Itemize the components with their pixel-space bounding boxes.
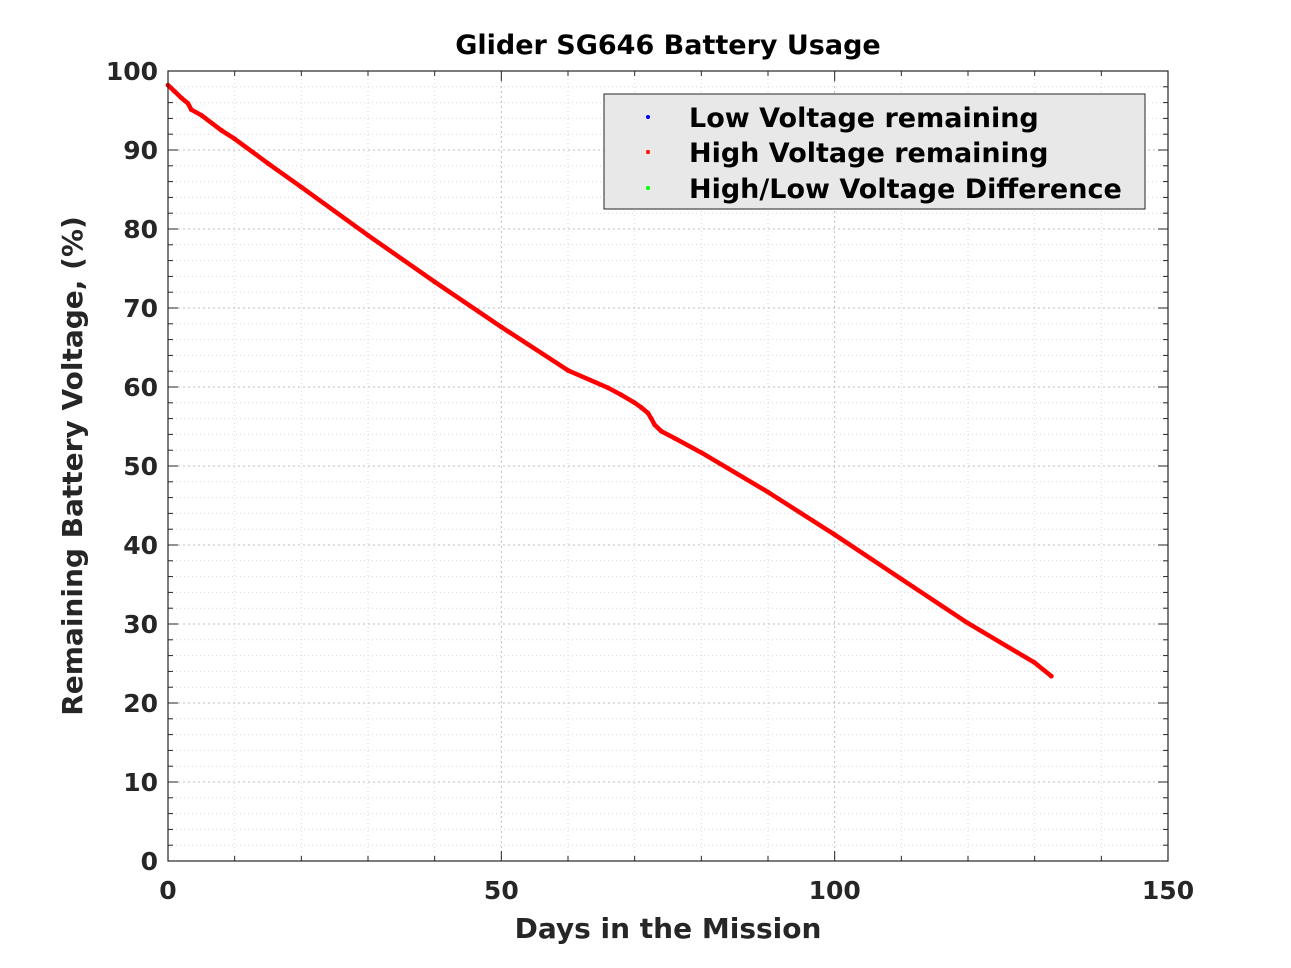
y-tick-label: 30 bbox=[123, 610, 158, 639]
legend-item-high-voltage: High Voltage remaining bbox=[646, 138, 1048, 169]
data-point bbox=[432, 279, 438, 285]
data-point bbox=[178, 95, 184, 101]
data-point bbox=[1032, 660, 1038, 666]
data-point bbox=[658, 428, 664, 434]
data-point bbox=[652, 422, 658, 428]
data-point bbox=[965, 620, 971, 626]
data-point bbox=[632, 400, 638, 406]
legend-box bbox=[603, 93, 1146, 210]
plot-frame bbox=[167, 70, 1169, 862]
x-tick-label: 0 bbox=[159, 876, 176, 905]
data-point bbox=[298, 184, 304, 190]
y-tick-label: 0 bbox=[141, 847, 158, 876]
data-point bbox=[672, 435, 678, 441]
data-point bbox=[1048, 673, 1054, 679]
data-point bbox=[188, 107, 194, 113]
data-point bbox=[638, 405, 644, 410]
y-tick-label: 80 bbox=[123, 215, 158, 244]
data-point bbox=[648, 416, 654, 421]
y-tick-label: 20 bbox=[123, 689, 158, 718]
data-point bbox=[565, 368, 571, 373]
x-tick-label: 100 bbox=[809, 876, 861, 905]
y-tick-label: 50 bbox=[123, 452, 158, 481]
data-point bbox=[832, 532, 838, 538]
data-point bbox=[618, 392, 624, 398]
x-tick-label: 50 bbox=[484, 876, 519, 905]
data-point bbox=[498, 324, 504, 330]
x-axis-label: Days in the Mission bbox=[515, 912, 822, 945]
chart-title: Glider SG646 Battery Usage bbox=[455, 30, 881, 61]
data-point bbox=[232, 136, 238, 142]
data-point bbox=[265, 161, 271, 166]
legend-marker-voltage-difference bbox=[646, 186, 650, 190]
y-tick-label: 40 bbox=[123, 531, 158, 560]
legend-label-high-voltage: High Voltage remaining bbox=[689, 138, 1048, 169]
legend-label-voltage-difference: High/Low Voltage Difference bbox=[689, 174, 1122, 205]
tick-labels: 0 50 100 150 0 10 20 30 40 50 60 70 80 90 100 bbox=[106, 57, 1194, 905]
y-tick-label: 90 bbox=[123, 136, 158, 165]
legend-marker-low-voltage bbox=[646, 115, 650, 119]
y-tick-label: 100 bbox=[106, 57, 158, 86]
y-tick-label: 60 bbox=[123, 373, 158, 402]
legend-item-voltage-difference: High/Low Voltage Difference bbox=[646, 174, 1122, 205]
data-point bbox=[898, 576, 904, 582]
data-point bbox=[605, 385, 611, 391]
data-point bbox=[698, 450, 704, 455]
data-point bbox=[365, 232, 371, 238]
data-point bbox=[218, 127, 224, 133]
data-point bbox=[645, 410, 651, 416]
y-tick-label: 70 bbox=[123, 294, 158, 323]
data-point bbox=[185, 100, 191, 106]
legend-marker-high-voltage bbox=[646, 150, 650, 154]
x-tick-label: 150 bbox=[1142, 876, 1194, 905]
data-point bbox=[172, 89, 178, 94]
legend: Low Voltage remaining High Voltage remai… bbox=[603, 93, 1146, 210]
y-tick-label: 10 bbox=[123, 768, 158, 797]
data-point bbox=[765, 489, 771, 495]
data-point bbox=[198, 112, 204, 118]
legend-item-low-voltage: Low Voltage remaining bbox=[646, 103, 1039, 134]
legend-label-low-voltage: Low Voltage remaining bbox=[689, 103, 1039, 134]
y-axis-label: Remaining Battery Voltage, (%) bbox=[56, 216, 89, 716]
